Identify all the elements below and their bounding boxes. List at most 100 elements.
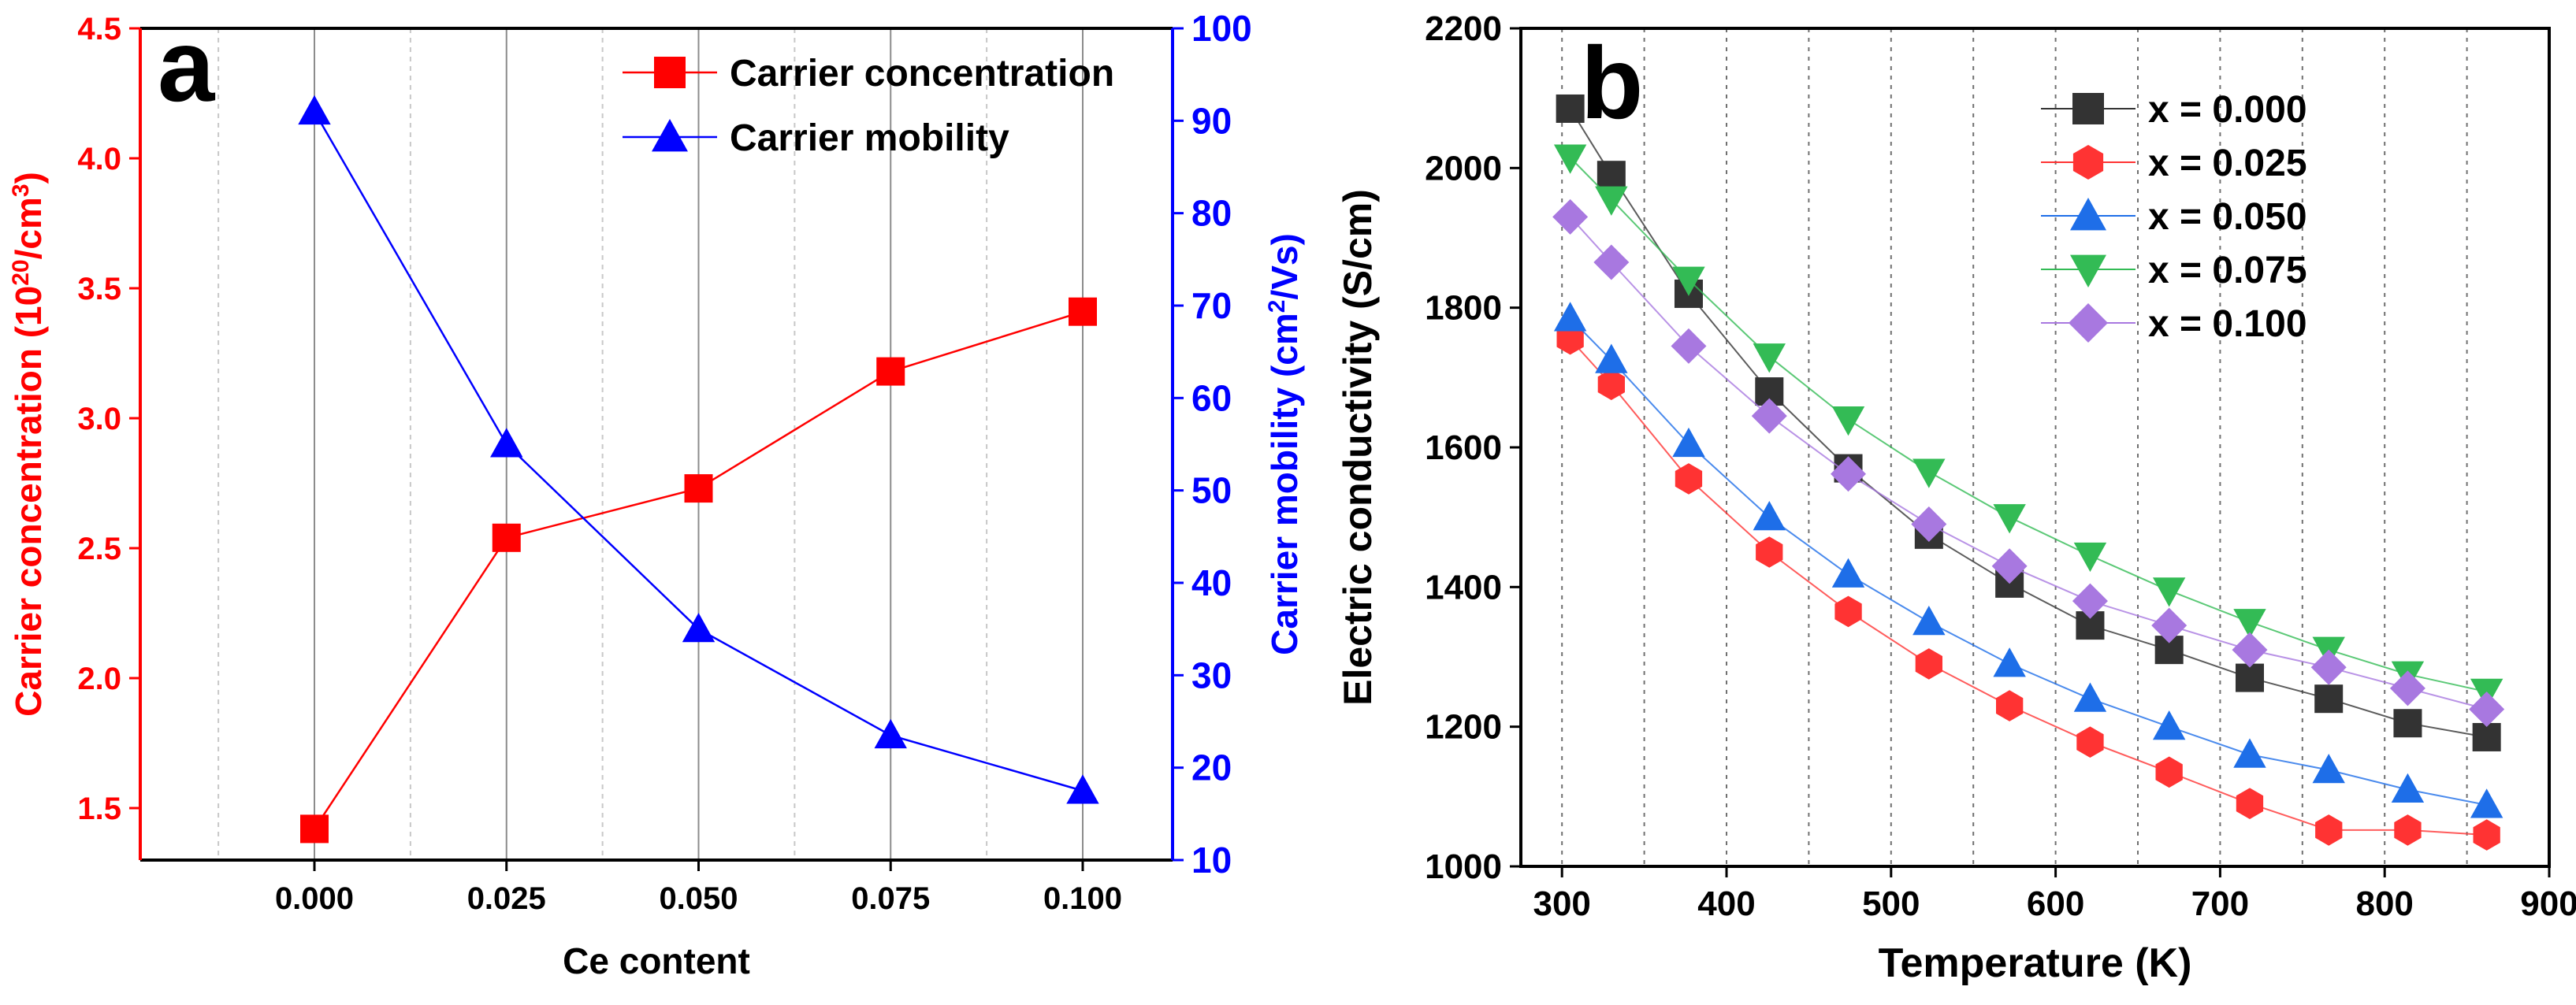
data-point-b-2-12 — [2470, 788, 2504, 818]
x-axis-title-b: Temperature (K) — [1879, 940, 2192, 986]
data-point-b-1-1 — [1597, 369, 1625, 400]
y-left-tick-label-a: 4.5 — [77, 12, 121, 46]
x-tick-label-a: 0.050 — [659, 881, 738, 916]
data-point-b-1-5 — [1915, 648, 1942, 680]
x-tick-label-a: 0.025 — [467, 881, 546, 916]
y-right-tick-label-a: 50 — [1191, 470, 1232, 511]
series-line-b-3 — [1569, 157, 2487, 693]
y-left-tick-label-a: 3.5 — [77, 272, 121, 306]
data-point-b-4-1 — [1593, 244, 1630, 280]
data-point-0-4 — [1069, 297, 1097, 326]
title-part: /Vs) — [1264, 233, 1305, 299]
panel-b: 300 400 500 600 700 800 900 1000 1200 1400 1600 180… — [1336, 9, 2576, 986]
y-tick-label-b: 1600 — [1425, 428, 1502, 467]
data-point-b-3-0 — [1553, 144, 1587, 174]
legend-marker-b-2 — [2070, 198, 2106, 231]
data-point-b-1-11 — [2394, 814, 2422, 846]
data-point-1-0 — [298, 95, 331, 125]
legend-label-b-4: x = 0.100 — [2148, 303, 2307, 345]
x-tick-label-b: 400 — [1697, 884, 1755, 923]
panel-a: 0.000 0.025 0.050 0.075 0.100 Ce content 1.5 2.… — [8, 8, 1306, 981]
x-axis-title-a: Ce content — [563, 940, 750, 981]
superscript: 2 — [1264, 300, 1290, 313]
y-left-tick-label-a: 3.0 — [77, 402, 121, 436]
legend-label-b-0: x = 0.000 — [2148, 89, 2307, 131]
x-tick-label-b: 500 — [1862, 884, 1920, 923]
y-tick-label-b: 1000 — [1425, 847, 1502, 886]
x-tick-label-b: 700 — [2191, 884, 2249, 923]
y-right-tick-label-a: 40 — [1191, 562, 1232, 603]
series-line-b-4 — [1569, 216, 2487, 710]
data-point-b-3-8 — [2152, 577, 2186, 607]
data-point-b-4-12 — [2469, 692, 2505, 727]
series-line-b-0 — [1569, 108, 2487, 738]
data-point-b-1-4 — [1834, 595, 1862, 628]
data-point-b-2-10 — [2312, 753, 2345, 784]
y-right-tick-label-a: 60 — [1191, 377, 1232, 418]
data-point-b-3-7 — [2073, 542, 2107, 573]
data-point-b-2-4 — [1831, 558, 1865, 588]
data-point-b-2-3 — [1753, 500, 1786, 531]
data-point-1-4 — [1066, 774, 1099, 804]
y-tick-label-b: 2000 — [1425, 149, 1502, 187]
y-axis-title-b: Electric conductivity (S/cm) — [1336, 189, 1380, 706]
y-right-tick-label-a: 80 — [1191, 193, 1232, 234]
y-left-tick-label-a: 1.5 — [77, 792, 121, 826]
y-right-tick-label-a: 10 — [1191, 840, 1232, 881]
y-right-tick-label-a: 70 — [1191, 285, 1232, 326]
data-point-b-2-7 — [2073, 682, 2107, 712]
series-line-b-2 — [1569, 317, 2487, 806]
data-point-0-1 — [492, 523, 521, 552]
data-point-b-4-5 — [1911, 506, 1947, 543]
data-point-b-0-1 — [1597, 161, 1626, 190]
y-right-axis-title-a: Carrier mobility (cm2/Vs) — [1264, 233, 1306, 655]
x-tick-label-b: 900 — [2520, 884, 2576, 923]
data-point-b-0-9 — [2235, 663, 2264, 692]
y-left-axis-title-a: Carrier concentration (1020/cm3) — [8, 172, 50, 717]
data-point-b-0-11 — [2393, 709, 2422, 738]
data-point-b-1-12 — [2473, 819, 2500, 851]
y-left-tick-label-a: 4.0 — [77, 142, 121, 176]
data-point-b-0-0 — [1556, 94, 1585, 123]
y-right-tick-label-a: 100 — [1191, 8, 1252, 49]
data-point-b-4-9 — [2232, 632, 2268, 668]
x-tick-label-b: 600 — [2027, 884, 2084, 923]
data-point-b-3-1 — [1595, 186, 1628, 216]
legend-label-b-3: x = 0.075 — [2148, 250, 2307, 291]
data-point-b-3-3 — [1753, 343, 1786, 373]
data-point-b-2-6 — [1993, 647, 2026, 677]
data-point-b-1-0 — [1556, 323, 1584, 355]
legend-marker-0 — [654, 57, 686, 88]
title-part: /cm — [8, 197, 49, 259]
data-point-b-4-0 — [1552, 198, 1589, 235]
title-part: ) — [8, 172, 49, 184]
data-point-0-3 — [876, 357, 905, 386]
y-tick-label-b: 1800 — [1425, 289, 1502, 328]
data-point-b-3-5 — [1912, 458, 1946, 488]
legend-marker-b-3 — [2070, 254, 2106, 287]
data-point-b-1-7 — [2076, 726, 2104, 758]
x-tick-label-a: 0.100 — [1043, 881, 1122, 916]
data-point-b-1-10 — [2315, 814, 2343, 846]
y-right-tick-label-a: 90 — [1191, 100, 1232, 141]
legend-label-b-1: x = 0.025 — [2148, 143, 2307, 184]
title-part: Carrier mobility (cm — [1264, 313, 1305, 655]
data-point-b-3-4 — [1831, 406, 1865, 436]
y-tick-label-b: 1200 — [1425, 708, 1502, 747]
data-point-b-2-0 — [1553, 302, 1587, 332]
superscript: 20 — [8, 259, 34, 285]
x-tick-label-b: 800 — [2355, 884, 2413, 923]
data-point-b-4-8 — [2151, 607, 2188, 643]
y-tick-label-b: 1400 — [1425, 568, 1502, 606]
series-line-b-1 — [1569, 338, 2487, 836]
data-point-0-0 — [300, 814, 329, 844]
legend-label-0: Carrier concentration — [730, 53, 1114, 95]
data-point-b-4-6 — [1991, 548, 2028, 584]
data-point-b-1-9 — [2236, 788, 2264, 819]
data-point-b-1-3 — [1756, 536, 1783, 568]
data-point-b-4-2 — [1671, 328, 1707, 364]
data-point-b-4-10 — [2310, 649, 2347, 685]
data-point-b-2-11 — [2391, 773, 2425, 803]
x-tick-label-a: 0.075 — [851, 881, 930, 916]
data-point-b-4-4 — [1831, 456, 1867, 492]
